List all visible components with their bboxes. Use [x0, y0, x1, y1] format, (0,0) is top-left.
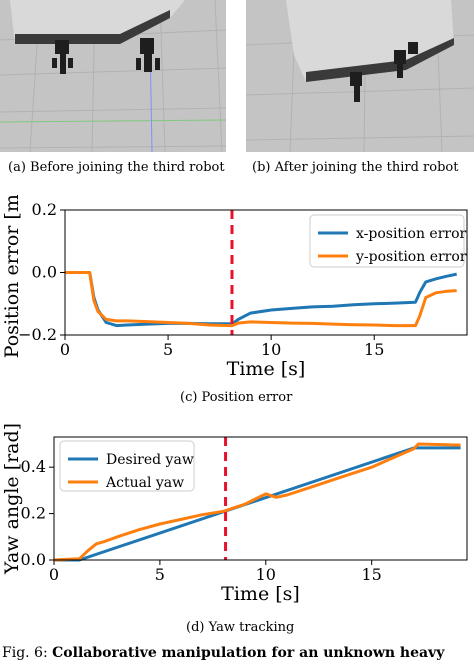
plot-frame	[53, 436, 468, 561]
caption-c: (c) Position error	[180, 390, 293, 405]
x-axis-label: Time [s]	[227, 358, 306, 380]
legend: x-position error y-position error	[309, 214, 467, 268]
x-tick-label: 15	[362, 565, 382, 584]
x-tick-label: 10	[256, 565, 276, 584]
y-tick-label: 0.4	[21, 457, 46, 476]
x-tick-label: 10	[261, 340, 281, 359]
y-tick-label: −0.2	[18, 325, 57, 344]
figure-title: Collaborative manipulation for an unknow…	[52, 645, 445, 661]
legend-box	[59, 440, 195, 492]
figure-caption: Fig. 6: Collaborative manipulation for a…	[2, 645, 444, 661]
sim-scene-after	[246, 0, 474, 152]
x-tick-label: 5	[155, 565, 165, 584]
legend-label-2: Actual yaw	[105, 475, 184, 491]
y-tick-label: 0.2	[32, 200, 57, 219]
caption-b: (b) After joining the third robot	[252, 160, 459, 175]
figure-label: Fig. 6:	[2, 645, 48, 661]
y-tick-label: 0.2	[21, 504, 46, 523]
caption-d: (d) Yaw tracking	[186, 620, 295, 635]
legend-box	[309, 214, 465, 268]
yaw-tracking-chart: 0 5 10 15 0.0 0.2 0.4 Time [s] Yaw angle [rad] De…	[1, 423, 468, 605]
series-line-2	[53, 442, 461, 562]
caption-a: (a) Before joining the third robot	[8, 160, 225, 175]
legend: Desired yaw Actual yaw	[59, 440, 195, 492]
sim-scene-before	[0, 0, 226, 152]
x-tick-label: 0	[60, 340, 70, 359]
y-tick-label: 0.0	[32, 263, 57, 282]
series-line-1	[65, 271, 458, 328]
x-axis-label: Time [s]	[221, 583, 300, 605]
legend-label-1: x-position error	[356, 226, 467, 242]
sim-image-before	[0, 0, 226, 152]
legend-label-2: y-position error	[355, 249, 467, 265]
y-axis-label: Yaw angle [rad]	[1, 423, 23, 575]
x-tick-label: 15	[364, 340, 384, 359]
position-error-chart: 0 5 10 15 −0.2 0.0 0.2 Time [s] Position error […	[1, 195, 468, 380]
legend-label-1: Desired yaw	[106, 452, 194, 468]
x-tick-label: 5	[163, 340, 173, 359]
y-axis-label: Position error [m]	[1, 195, 23, 358]
series-line-2	[65, 271, 457, 328]
x-tick-label: 0	[49, 565, 59, 584]
y-tick-label: 0.0	[21, 550, 46, 569]
sim-image-after	[246, 0, 474, 152]
